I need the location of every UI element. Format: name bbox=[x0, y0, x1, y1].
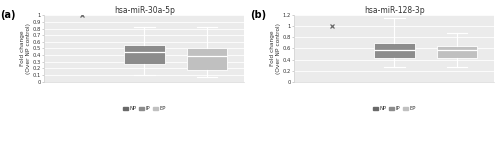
Legend: NP, IP, EP: NP, IP, EP bbox=[121, 104, 168, 114]
PathPatch shape bbox=[436, 46, 477, 58]
Title: hsa-miR-128-3p: hsa-miR-128-3p bbox=[364, 5, 424, 15]
PathPatch shape bbox=[374, 43, 414, 58]
Text: (b): (b) bbox=[250, 10, 266, 20]
Title: hsa-miR-30a-5p: hsa-miR-30a-5p bbox=[114, 5, 175, 15]
Y-axis label: Fold change
(Over NP control): Fold change (Over NP control) bbox=[270, 23, 280, 74]
Y-axis label: Fold change
(Over NP control): Fold change (Over NP control) bbox=[20, 23, 30, 74]
PathPatch shape bbox=[124, 45, 164, 64]
Text: (a): (a) bbox=[0, 10, 16, 20]
PathPatch shape bbox=[186, 49, 227, 70]
Legend: NP, IP, EP: NP, IP, EP bbox=[371, 104, 418, 114]
